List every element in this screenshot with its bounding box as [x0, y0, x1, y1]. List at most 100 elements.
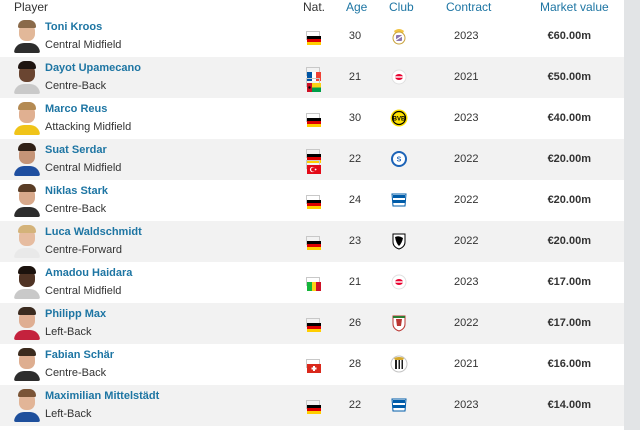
germany-flag-icon	[306, 113, 321, 127]
market-value[interactable]: €60.00m	[547, 30, 591, 42]
contract-year: 2022	[454, 194, 479, 206]
real-madrid-crest-icon[interactable]	[390, 27, 408, 45]
mali-flag-icon	[306, 277, 321, 291]
player-position: Left-Back	[45, 408, 92, 420]
contract-year: 2023	[454, 399, 479, 411]
player-photo[interactable]	[14, 347, 40, 381]
player-position: Central Midfield	[45, 39, 122, 51]
player-name-link[interactable]: Luca Waldschmidt	[45, 226, 142, 238]
player-age: 30	[348, 112, 362, 124]
player-table: Player Nat. Age Club Contract Market val…	[0, 0, 624, 430]
guinea-bissau-flag-icon	[306, 78, 321, 92]
market-value[interactable]: €17.00m	[547, 317, 591, 329]
market-value[interactable]: €20.00m	[547, 194, 591, 206]
header-nationality[interactable]: Nat.	[303, 0, 326, 14]
market-value[interactable]: €40.00m	[547, 112, 591, 124]
player-name-link[interactable]: Dayot Upamecano	[45, 62, 141, 74]
market-value[interactable]: €17.00m	[547, 276, 591, 288]
player-age: 24	[348, 194, 362, 206]
contract-year: 2022	[454, 153, 479, 165]
player-name-link[interactable]: Maximilian Mittelstädt	[45, 390, 160, 402]
player-position: Centre-Back	[45, 203, 107, 215]
player-position: Centre-Back	[45, 80, 107, 92]
market-value[interactable]: €50.00m	[547, 71, 591, 83]
player-age: 21	[348, 276, 362, 288]
fc-augsburg-crest-icon[interactable]	[390, 314, 408, 332]
hertha-bsc-crest-icon[interactable]	[390, 191, 408, 209]
contract-year: 2021	[454, 71, 479, 83]
player-name-link[interactable]: Marco Reus	[45, 103, 108, 115]
hertha-bsc-crest-icon[interactable]	[390, 396, 408, 414]
market-value[interactable]: €20.00m	[547, 235, 591, 247]
header-age[interactable]: Age	[346, 0, 368, 14]
germany-flag-icon	[306, 236, 321, 250]
contract-year: 2023	[454, 30, 479, 42]
player-position: Left-Back	[45, 326, 92, 338]
table-row[interactable]: Niklas Stark Centre-Back 24 2022 €20.00m	[0, 180, 624, 221]
player-name-link[interactable]: Amadou Haidara	[45, 267, 133, 279]
player-photo[interactable]	[14, 183, 40, 217]
header-contract[interactable]: Contract	[446, 0, 492, 14]
rb-leipzig-crest-icon[interactable]	[390, 273, 408, 291]
table-row[interactable]: Philipp Max Left-Back 26 2022 €17.00m	[0, 303, 624, 344]
player-name-link[interactable]: Toni Kroos	[45, 21, 103, 33]
player-age: 21	[348, 71, 362, 83]
contract-year: 2023	[454, 276, 479, 288]
header-club[interactable]: Club	[389, 0, 414, 14]
schalke-crest-icon[interactable]: S	[390, 150, 408, 168]
contract-year: 2022	[454, 235, 479, 247]
player-position: Centre-Forward	[45, 244, 123, 256]
player-age: 26	[348, 317, 362, 329]
svg-text:BVB: BVB	[393, 117, 406, 123]
player-position: Centre-Back	[45, 367, 107, 379]
france-flag-icon	[306, 67, 321, 81]
germany-flag-icon	[306, 31, 321, 45]
player-photo[interactable]	[14, 388, 40, 422]
player-age: 23	[348, 235, 362, 247]
table-row[interactable]: Fabian Schär Centre-Back 28 2021 €16.00m	[0, 344, 624, 385]
rb-leipzig-crest-icon[interactable]	[390, 68, 408, 86]
player-age: 28	[348, 358, 362, 370]
player-photo[interactable]	[14, 265, 40, 299]
contract-year: 2022	[454, 317, 479, 329]
player-age: 30	[348, 30, 362, 42]
newcastle-united-crest-icon[interactable]	[390, 355, 408, 373]
market-value[interactable]: €16.00m	[547, 358, 591, 370]
sc-freiburg-crest-icon[interactable]	[390, 232, 408, 250]
table-row[interactable]: Maximilian Mittelstädt Left-Back 22 2023…	[0, 385, 624, 426]
table-row[interactable]: Amadou Haidara Central Midfield 21 2023 …	[0, 262, 624, 303]
header-player[interactable]: Player	[14, 0, 49, 14]
player-name-link[interactable]: Suat Serdar	[45, 144, 107, 156]
player-photo[interactable]	[14, 19, 40, 53]
player-name-link[interactable]: Philipp Max	[45, 308, 107, 320]
table-row[interactable]: Dayot Upamecano Centre-Back 21 2021 €50.…	[0, 57, 624, 98]
player-photo[interactable]	[14, 306, 40, 340]
player-position: Central Midfield	[45, 162, 122, 174]
player-photo[interactable]	[14, 60, 40, 94]
player-age: 22	[348, 153, 362, 165]
table-row[interactable]: Luca Waldschmidt Centre-Forward 23 2022 …	[0, 221, 624, 262]
germany-flag-icon	[306, 318, 321, 332]
player-photo[interactable]	[14, 101, 40, 135]
germany-flag-icon	[306, 400, 321, 414]
player-age: 22	[348, 399, 362, 411]
player-photo[interactable]	[14, 142, 40, 176]
page-margin	[624, 0, 640, 430]
header-market-value[interactable]: Market value	[540, 0, 609, 14]
table-row[interactable]: Marco Reus Attacking Midfield 30 BVB 202…	[0, 98, 624, 139]
player-photo[interactable]	[14, 224, 40, 258]
player-position: Attacking Midfield	[45, 121, 132, 133]
player-position: Central Midfield	[45, 285, 122, 297]
contract-year: 2023	[454, 112, 479, 124]
market-value[interactable]: €20.00m	[547, 153, 591, 165]
table-row[interactable]: Toni Kroos Central Midfield 30 2023 €60.…	[0, 16, 624, 57]
contract-year: 2021	[454, 358, 479, 370]
market-value[interactable]: €14.00m	[547, 399, 591, 411]
turkey-flag-icon	[306, 160, 321, 174]
table-row[interactable]: Suat Serdar Central Midfield 22 S 2022 €…	[0, 139, 624, 180]
germany-flag-icon	[306, 195, 321, 209]
table-header: Player Nat. Age Club Contract Market val…	[0, 0, 624, 16]
player-name-link[interactable]: Fabian Schär	[45, 349, 115, 361]
borussia-dortmund-crest-icon[interactable]: BVB	[390, 109, 408, 127]
player-name-link[interactable]: Niklas Stark	[45, 185, 108, 197]
